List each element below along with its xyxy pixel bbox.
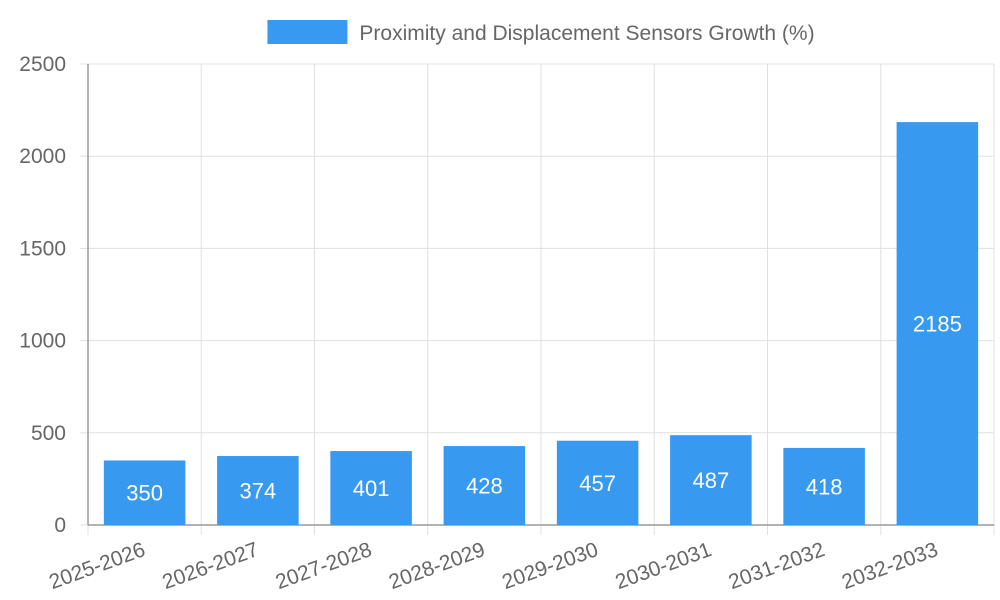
x-tick-label: 2027-2028 (273, 538, 375, 594)
x-tick-label: 2028-2029 (386, 538, 488, 594)
legend-swatch (267, 20, 348, 44)
x-tick-label: 2029-2030 (499, 538, 601, 594)
bar[interactable] (103, 460, 186, 525)
bar[interactable] (670, 435, 752, 525)
bar[interactable] (330, 451, 412, 525)
bar-value-label: 401 (353, 476, 390, 501)
y-tick-label: 500 (31, 422, 66, 445)
x-tick-label: 2030-2031 (612, 538, 714, 594)
bar[interactable] (896, 122, 979, 525)
bar[interactable] (783, 447, 865, 525)
bar-value-label: 487 (693, 468, 730, 493)
grid-lines (80, 63, 995, 535)
x-tick-label: 2032-2033 (839, 538, 941, 594)
x-tick-label: 2026-2027 (159, 538, 261, 594)
x-tick-label: 2031-2032 (726, 538, 828, 594)
bar-value-label: 374 (240, 479, 277, 504)
bar-value-label: 350 (126, 481, 163, 506)
y-tick-label: 2500 (19, 53, 66, 76)
bar-value-label: 428 (466, 474, 503, 499)
data-labels: 350 374 401 428 457 487 418 2185 (126, 312, 962, 506)
y-tick-label: 1500 (19, 237, 66, 260)
x-tick-label: 2025-2026 (46, 538, 148, 594)
bar[interactable] (217, 456, 299, 525)
bar-value-label: 2185 (913, 312, 962, 337)
legend[interactable]: Proximity and Displacement Sensors Growt… (267, 20, 815, 45)
bar-value-label: 457 (579, 471, 616, 496)
bar[interactable] (443, 446, 526, 525)
bars (103, 122, 979, 525)
bar-value-label: 418 (806, 474, 843, 499)
y-tick-label: 1000 (19, 330, 66, 353)
legend-label: Proximity and Displacement Sensors Growt… (359, 22, 814, 45)
bar[interactable] (556, 440, 639, 525)
y-tick-label: 2000 (19, 145, 66, 168)
y-tick-label: 0 (54, 514, 66, 537)
